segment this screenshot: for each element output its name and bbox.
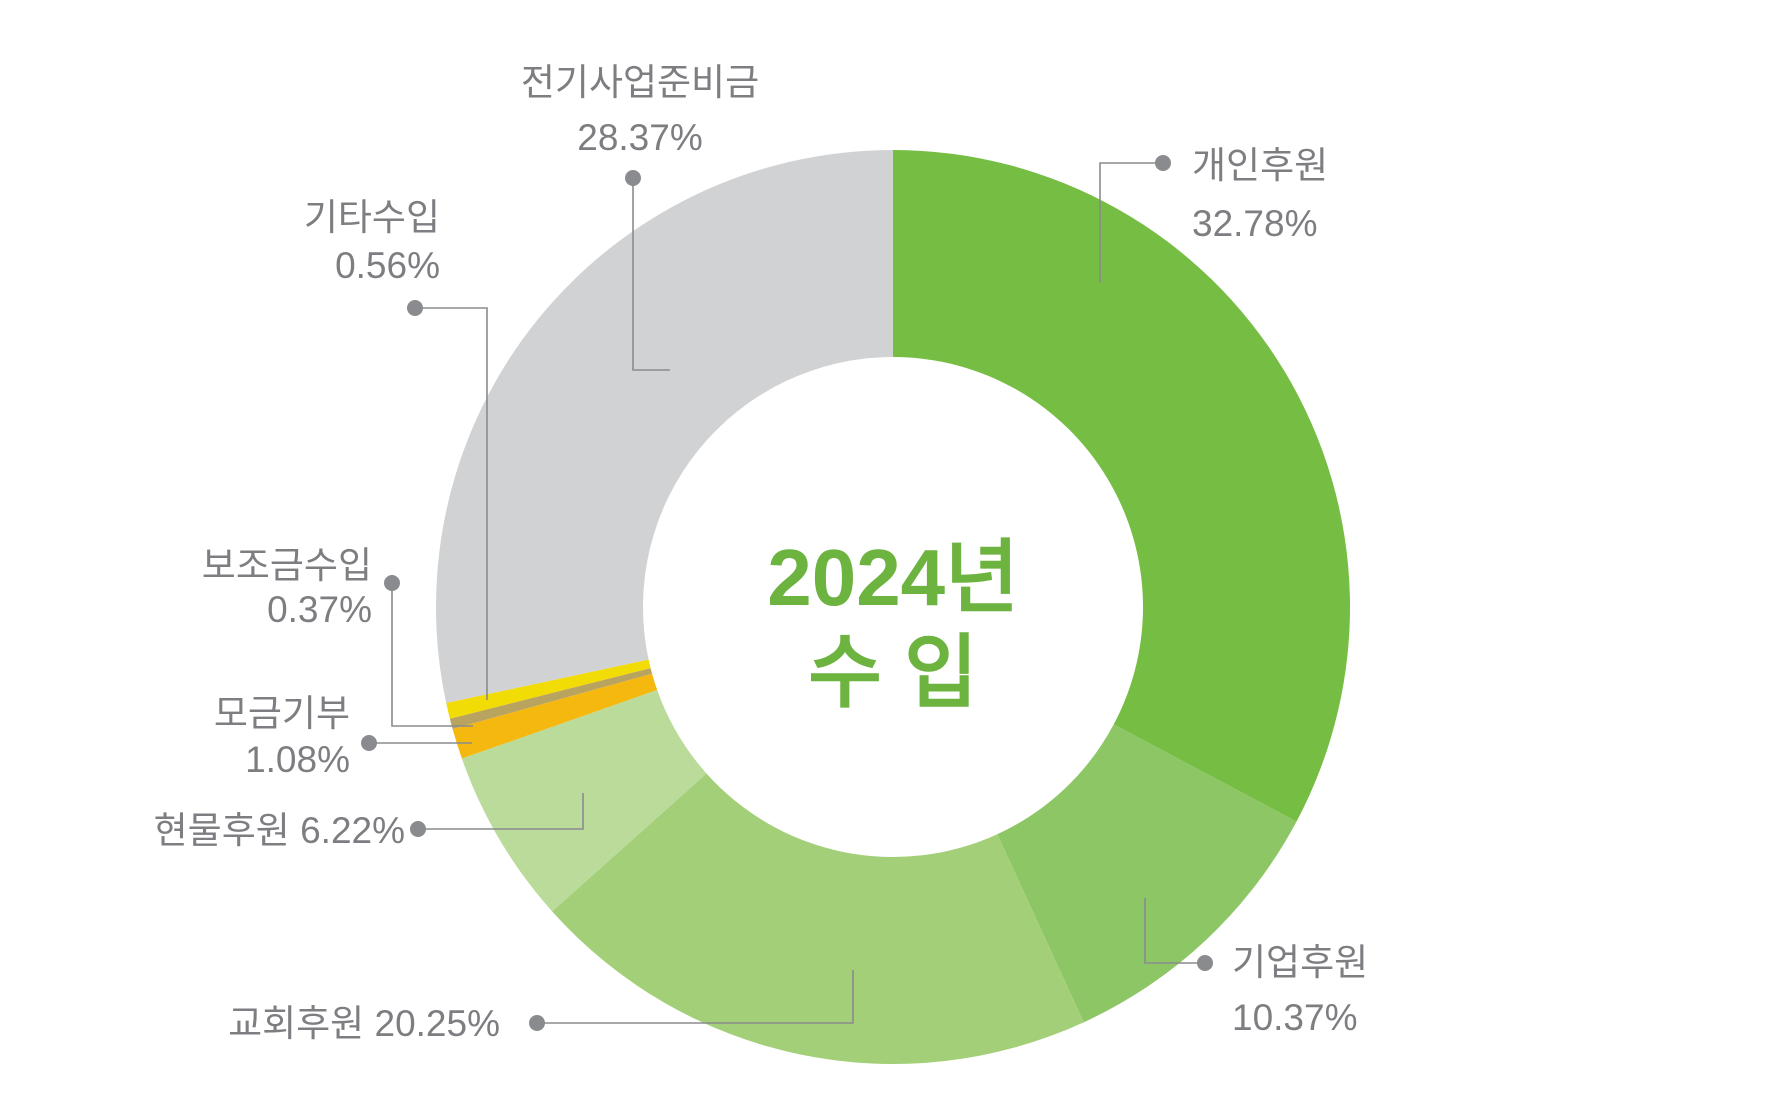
leader-dot-8 bbox=[625, 170, 641, 186]
slice-0 bbox=[893, 150, 1350, 822]
slice-7 bbox=[436, 150, 893, 704]
leader-dot-0 bbox=[1155, 155, 1171, 171]
center-title-year: 2024년 bbox=[767, 533, 1019, 622]
label-name-0: 개인후원 bbox=[1192, 145, 1328, 186]
leader-line-3 bbox=[537, 970, 854, 1024]
slice-3 bbox=[461, 689, 707, 912]
leader-dot-7 bbox=[407, 300, 423, 316]
leader-dot-6 bbox=[384, 575, 400, 591]
label-2: 교회후원 20.25% bbox=[228, 1003, 500, 1044]
slice-4 bbox=[452, 673, 658, 759]
label-name-6: 기타수입 bbox=[304, 197, 440, 238]
leader-dot-3 bbox=[529, 1015, 545, 1031]
slice-5 bbox=[449, 668, 653, 729]
leader-line-8 bbox=[632, 178, 670, 371]
leader-line-4 bbox=[418, 793, 584, 830]
leader-dot-5 bbox=[361, 735, 377, 751]
leader-line-2 bbox=[1144, 898, 1205, 964]
leader-lines bbox=[361, 155, 1213, 1031]
label-name-7: 전기사업준비금 bbox=[521, 62, 759, 103]
label-name-4: 모금기부 bbox=[214, 693, 350, 734]
label-value-4: 1.08% bbox=[245, 739, 350, 780]
leader-line-7 bbox=[415, 307, 488, 700]
leader-line-0 bbox=[1099, 162, 1163, 283]
label-name-5: 보조금수입 bbox=[202, 545, 372, 586]
label-value-5: 0.37% bbox=[267, 589, 372, 630]
label-value-0: 32.78% bbox=[1192, 203, 1318, 244]
label-name-1: 기업후원 bbox=[1232, 942, 1368, 983]
center-title-income: 수 입 bbox=[808, 628, 977, 717]
slice-1 bbox=[997, 724, 1297, 1023]
leader-dot-4 bbox=[410, 821, 426, 837]
label-value-6: 0.56% bbox=[335, 245, 440, 286]
slice-labels: 개인후원 32.78% 기업후원 10.37% 교회후원 20.25% 현물후원 6.22… bbox=[154, 62, 1369, 1044]
donut-slices bbox=[436, 150, 1350, 1064]
label-value-7: 28.37% bbox=[577, 117, 703, 158]
slice-6 bbox=[446, 659, 651, 719]
label-value-1: 10.37% bbox=[1232, 997, 1358, 1038]
label-3: 현물후원 6.22% bbox=[154, 810, 405, 851]
slice-2 bbox=[552, 773, 1084, 1064]
leader-dot-2 bbox=[1197, 955, 1213, 971]
leader-line-6 bbox=[391, 583, 473, 727]
